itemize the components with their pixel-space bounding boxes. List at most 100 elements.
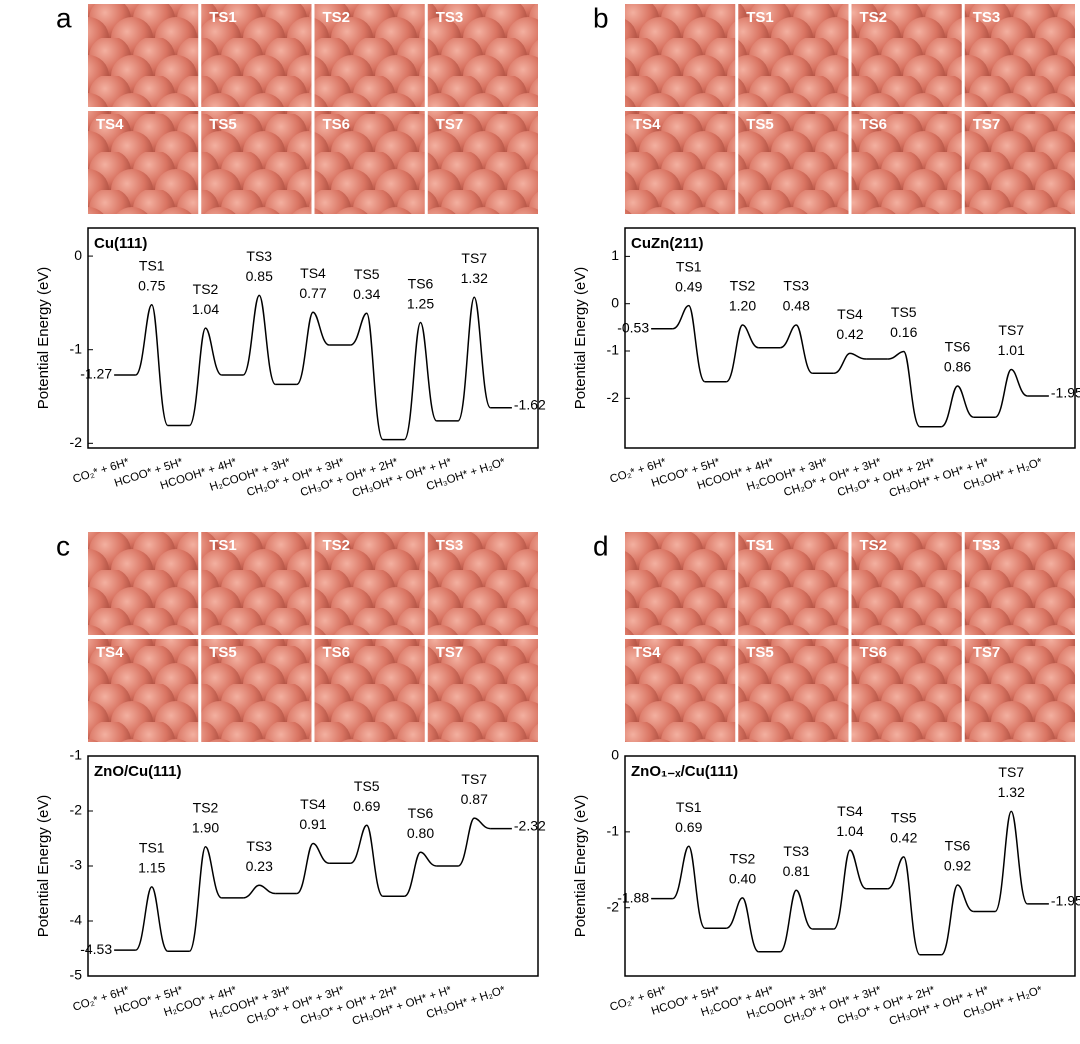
ts-name: TS3 — [246, 838, 272, 854]
transition-state — [833, 352, 867, 374]
snapshot-label: TS7 — [436, 644, 464, 661]
ts-barrier: 0.42 — [836, 326, 863, 342]
snapshot-image — [427, 111, 538, 214]
snapshot-image — [314, 4, 425, 107]
snapshot-image — [964, 4, 1075, 107]
ts-barrier: 1.25 — [407, 295, 434, 311]
y-tick-label: -2 — [607, 898, 620, 914]
snapshot-label: TS4 — [633, 116, 661, 133]
snapshot-image — [427, 4, 538, 107]
plot-title: ZnO₁₋ₓ/Cu(111) — [631, 763, 738, 780]
ts-name: TS1 — [676, 799, 702, 815]
ts-name: TS2 — [193, 281, 219, 297]
ts-barrier: 1.01 — [998, 342, 1025, 358]
ts-name: TS7 — [461, 771, 487, 787]
y-axis-label: Potential Energy (eV) — [35, 795, 52, 938]
ts-barrier: 0.40 — [729, 871, 756, 887]
panel-letter: b — [593, 2, 609, 33]
snapshot-image — [738, 111, 849, 214]
snapshot-image — [314, 532, 425, 635]
transition-state — [242, 294, 277, 386]
end-value-label: -1.62 — [514, 396, 546, 412]
ts-barrier: 1.20 — [729, 298, 756, 314]
snapshot-label: TS6 — [860, 116, 888, 133]
transition-state — [134, 886, 169, 952]
ts-barrier: 0.85 — [246, 268, 273, 284]
snapshot-image — [427, 532, 538, 635]
ts-name: TS5 — [891, 810, 917, 826]
snapshot-image — [201, 532, 312, 635]
snapshot-image — [851, 532, 962, 635]
plot-title: Cu(111) — [94, 235, 147, 252]
snapshot-image — [625, 111, 736, 214]
ts-barrier: 1.90 — [192, 819, 219, 835]
ts-name: TS1 — [676, 258, 702, 274]
transition-state — [403, 321, 438, 441]
ts-name: TS7 — [998, 322, 1024, 338]
ts-name: TS6 — [945, 339, 971, 355]
snapshot-label: TS5 — [746, 116, 774, 133]
ts-barrier: 0.69 — [353, 798, 380, 814]
snapshot-image — [964, 111, 1075, 214]
snapshot-label: TS4 — [96, 116, 124, 133]
snapshot-label: TS3 — [436, 9, 464, 26]
plot-title: ZnO/Cu(111) — [94, 763, 182, 780]
snapshot-label: TS5 — [209, 116, 237, 133]
snapshot-label: TS3 — [436, 537, 464, 554]
ts-name: TS4 — [300, 796, 326, 812]
transition-state — [457, 817, 491, 867]
transition-state — [833, 849, 867, 930]
snapshot-label: TS2 — [323, 9, 351, 26]
ts-barrier: 0.69 — [675, 819, 702, 835]
snapshot-image — [88, 639, 199, 742]
snapshot-image — [201, 639, 312, 742]
start-value-label: -0.53 — [617, 319, 649, 335]
transition-state — [403, 851, 437, 897]
snapshot-label: TS4 — [96, 644, 124, 661]
transition-state — [350, 312, 384, 441]
ts-barrier: 1.32 — [998, 784, 1025, 800]
ts-barrier: 0.87 — [461, 791, 488, 807]
panel-letter: c — [56, 530, 70, 561]
snapshot-image — [88, 532, 199, 635]
snapshot-label: TS1 — [746, 9, 774, 26]
snapshot-label: TS6 — [860, 644, 888, 661]
snapshot-image — [851, 111, 962, 214]
ts-name: TS2 — [730, 851, 756, 867]
transition-state — [726, 897, 760, 953]
panel-letter: a — [56, 2, 72, 33]
ts-name: TS2 — [193, 799, 219, 815]
ts-barrier: 1.15 — [138, 860, 165, 876]
ts-barrier: 1.32 — [461, 270, 488, 286]
ts-barrier: 0.42 — [890, 830, 917, 846]
transition-state — [188, 327, 223, 427]
snapshot-label: TS1 — [209, 9, 237, 26]
ts-barrier: 0.86 — [944, 359, 971, 375]
y-axis-label: Potential Energy (eV) — [572, 267, 589, 410]
ts-barrier: 1.04 — [836, 823, 863, 839]
snapshot-image — [625, 4, 736, 107]
y-tick-label: -5 — [70, 967, 83, 983]
end-value-label: -1.95 — [1051, 893, 1080, 909]
ts-barrier: 0.75 — [138, 277, 165, 293]
start-value-label: -1.88 — [617, 889, 649, 905]
ts-name: TS6 — [408, 805, 434, 821]
snapshot-label: TS6 — [323, 116, 351, 133]
transition-state — [672, 304, 706, 383]
snapshot-image — [738, 532, 849, 635]
ts-name: TS1 — [139, 257, 165, 273]
ts-name: TS5 — [354, 778, 380, 794]
snapshot-image — [201, 4, 312, 107]
transition-state — [940, 884, 974, 956]
snapshot-image — [625, 532, 736, 635]
snapshot-image — [201, 111, 312, 214]
snapshot-label: TS7 — [973, 644, 1001, 661]
panel-letter: d — [593, 530, 609, 561]
ts-name: TS2 — [730, 278, 756, 294]
snapshot-label: TS3 — [973, 537, 1001, 554]
plot-frame — [87, 227, 539, 449]
ts-name: TS7 — [998, 764, 1024, 780]
snapshot-image — [314, 639, 425, 742]
